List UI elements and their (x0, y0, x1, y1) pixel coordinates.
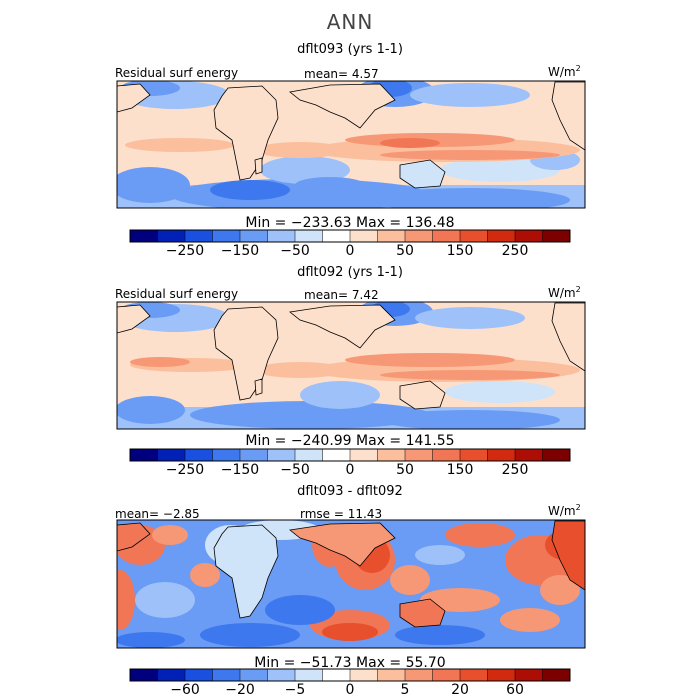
colorbar-2-tick-label: 250 (502, 462, 529, 478)
panel-1-units: W/m2 (548, 64, 581, 79)
panel-2-units: W/m2 (548, 285, 581, 300)
colorbar-1-swatch (377, 230, 406, 242)
colorbar-2-swatch (240, 449, 268, 461)
colorbar-1-swatch (405, 230, 433, 242)
panel-1-min-max: Min = −233.63 Max = 136.48 (245, 215, 455, 231)
colorbar-2-swatch (212, 449, 241, 461)
colorbar-2-tick-label: −150 (221, 462, 259, 478)
panel-2-mean-label: mean= 7.42 (304, 288, 379, 302)
colorbar-3-swatch (432, 669, 461, 681)
colorbar-1-swatch (322, 230, 351, 242)
colorbar-2-swatch (487, 449, 516, 461)
colorbar-3-tick-label: 0 (346, 682, 355, 698)
colorbar-2-swatch (377, 449, 406, 461)
colorbar-2-swatch (157, 449, 186, 461)
colorbar-2-swatch (460, 449, 488, 461)
colorbar-3-swatch (322, 669, 351, 681)
panel-1-title: dflt093 (yrs 1-1) (297, 42, 403, 57)
colorbar-1-swatch (542, 230, 571, 242)
colorbar-3-swatch (295, 669, 323, 681)
colorbar-3-swatch (350, 669, 378, 681)
panel-1-left-label: Residual surf energy (115, 66, 239, 80)
colorbar-1-swatch (460, 230, 488, 242)
colorbar-3-swatch (487, 669, 516, 681)
colorbar-3-swatch (542, 669, 571, 681)
panel-3-min-max: Min = −51.73 Max = 55.70 (254, 655, 446, 671)
colorbar-3-swatch (460, 669, 488, 681)
colorbar-3-swatch (267, 669, 296, 681)
colorbar-2-swatch (267, 449, 296, 461)
colorbar-3-swatch (157, 669, 186, 681)
colorbar-3-swatch (130, 669, 158, 681)
panel-3-title: dflt093 - dflt092 (297, 484, 403, 499)
panel-2-left-label: Residual surf energy (115, 287, 239, 301)
colorbar-1-swatch (515, 230, 543, 242)
panel-1-map (117, 81, 585, 208)
panel-2-title: dflt092 (yrs 1-1) (297, 265, 403, 280)
colorbar-3-tick-label: 20 (451, 682, 469, 698)
colorbar-3-tick-label: 60 (506, 682, 524, 698)
panel-3-mean-label: mean= −2.85 (115, 507, 200, 521)
colorbar-1-tick-label: 250 (502, 243, 529, 259)
colorbar-1-tick-label: 50 (396, 243, 414, 259)
colorbar-3-tick-label: −5 (285, 682, 306, 698)
colorbar-2-swatch (295, 449, 323, 461)
panel-3-rmse-label: rmse = 11.43 (300, 507, 383, 521)
colorbar-3-tick-label: 5 (401, 682, 410, 698)
panel-1-mean-label: mean= 4.57 (304, 67, 379, 81)
colorbar-3-swatch (240, 669, 268, 681)
colorbar-2-swatch (432, 449, 461, 461)
colorbar-1-tick-label: −250 (166, 243, 204, 259)
colorbar-1-swatch (350, 230, 378, 242)
colorbar-1-swatch (130, 230, 158, 242)
colorbar-3-swatch (515, 669, 543, 681)
colorbar-1-swatch (185, 230, 213, 242)
colorbar-3-swatch (212, 669, 241, 681)
panel-3-map (117, 520, 585, 648)
colorbar-1-swatch (267, 230, 296, 242)
colorbar-1-swatch (212, 230, 241, 242)
colorbar-1-tick-label: −50 (280, 243, 310, 259)
colorbar-2-tick-label: 0 (346, 462, 355, 478)
colorbar-3-swatch (377, 669, 406, 681)
colorbar-3-swatch (185, 669, 213, 681)
colorbar-1-tick-label: 150 (447, 243, 474, 259)
colorbar-2-tick-label: 150 (447, 462, 474, 478)
colorbar-1-swatch (487, 230, 516, 242)
colorbar-2-swatch (542, 449, 571, 461)
colorbar-2-swatch (322, 449, 351, 461)
colorbar-2-swatch (185, 449, 213, 461)
colorbar-2-tick-label: 50 (396, 462, 414, 478)
colorbar-3-swatch (405, 669, 433, 681)
colorbar-1-swatch (295, 230, 323, 242)
colorbar-2-tick-label: −250 (166, 462, 204, 478)
colorbar-1-swatch (157, 230, 186, 242)
panel-2-map (117, 302, 585, 429)
colorbar-2-tick-label: −50 (280, 462, 310, 478)
panel-3-units: W/m2 (548, 503, 581, 518)
figure-title: ANN (326, 10, 374, 34)
colorbar-1-tick-label: 0 (346, 243, 355, 259)
colorbars: −250 −150 −50 0 50 150 250−250 −150 −50 0 50 150 250… (129, 229, 571, 698)
colorbar-2-swatch (405, 449, 433, 461)
colorbar-1-swatch (240, 230, 268, 242)
panel-2-min-max: Min = −240.99 Max = 141.55 (245, 433, 455, 449)
colorbar-3-tick-label: −20 (225, 682, 255, 698)
colorbar-1-swatch (432, 230, 461, 242)
colorbar-2-swatch (350, 449, 378, 461)
colorbar-2-swatch (515, 449, 543, 461)
colorbar-2-swatch (130, 449, 158, 461)
colorbar-3-tick-label: −60 (170, 682, 200, 698)
colorbar-1-tick-label: −150 (221, 243, 259, 259)
